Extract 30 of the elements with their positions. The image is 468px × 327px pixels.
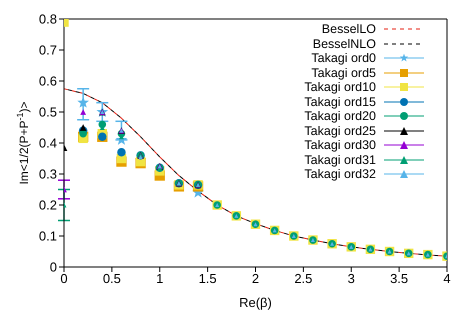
legend-label: BesselNLO bbox=[312, 36, 376, 51]
y-tick-label: 0 bbox=[50, 260, 57, 275]
y-tick-label: 0.6 bbox=[38, 74, 57, 89]
x-tick-label: 2 bbox=[252, 271, 260, 286]
legend-label: Takagi ord31 bbox=[304, 152, 376, 167]
x-tick-label: 1 bbox=[156, 271, 164, 286]
y-tick-label: 0.3 bbox=[38, 166, 57, 182]
x-axis-title: Re(β) bbox=[239, 295, 272, 310]
y-tick-label: 0.7 bbox=[38, 42, 57, 58]
legend-label: Takagi ord20 bbox=[304, 109, 376, 124]
legend-label: Takagi ord5 bbox=[311, 66, 376, 80]
legend-label: Takagi ord32 bbox=[304, 167, 376, 182]
y-tick-label: 0.8 bbox=[38, 12, 57, 27]
legend-label: Takagi ord30 bbox=[304, 138, 376, 152]
y-tick-label: 0.4 bbox=[38, 136, 57, 151]
x-tick-label: 3.5 bbox=[390, 271, 408, 286]
legend-label: Takagi ord0 bbox=[311, 51, 376, 66]
x-tick-label: 4 bbox=[443, 271, 451, 286]
x-tick-label: 2.5 bbox=[294, 271, 312, 286]
x-tick-label: 0.5 bbox=[102, 271, 121, 286]
y-tick-label: 0.1 bbox=[38, 228, 57, 244]
legend-label: Takagi ord15 bbox=[304, 94, 376, 109]
y-tick-label: 0.5 bbox=[38, 104, 57, 120]
legend-label: BesselLO bbox=[322, 22, 376, 36]
legend-label: Takagi ord25 bbox=[304, 124, 376, 138]
legend-label: Takagi ord10 bbox=[304, 80, 376, 94]
x-tick-label: 3 bbox=[348, 271, 355, 286]
x-tick-label: 0 bbox=[60, 271, 68, 286]
x-tick-label: 1.5 bbox=[198, 271, 217, 286]
y-tick-label: 0.2 bbox=[38, 198, 57, 213]
